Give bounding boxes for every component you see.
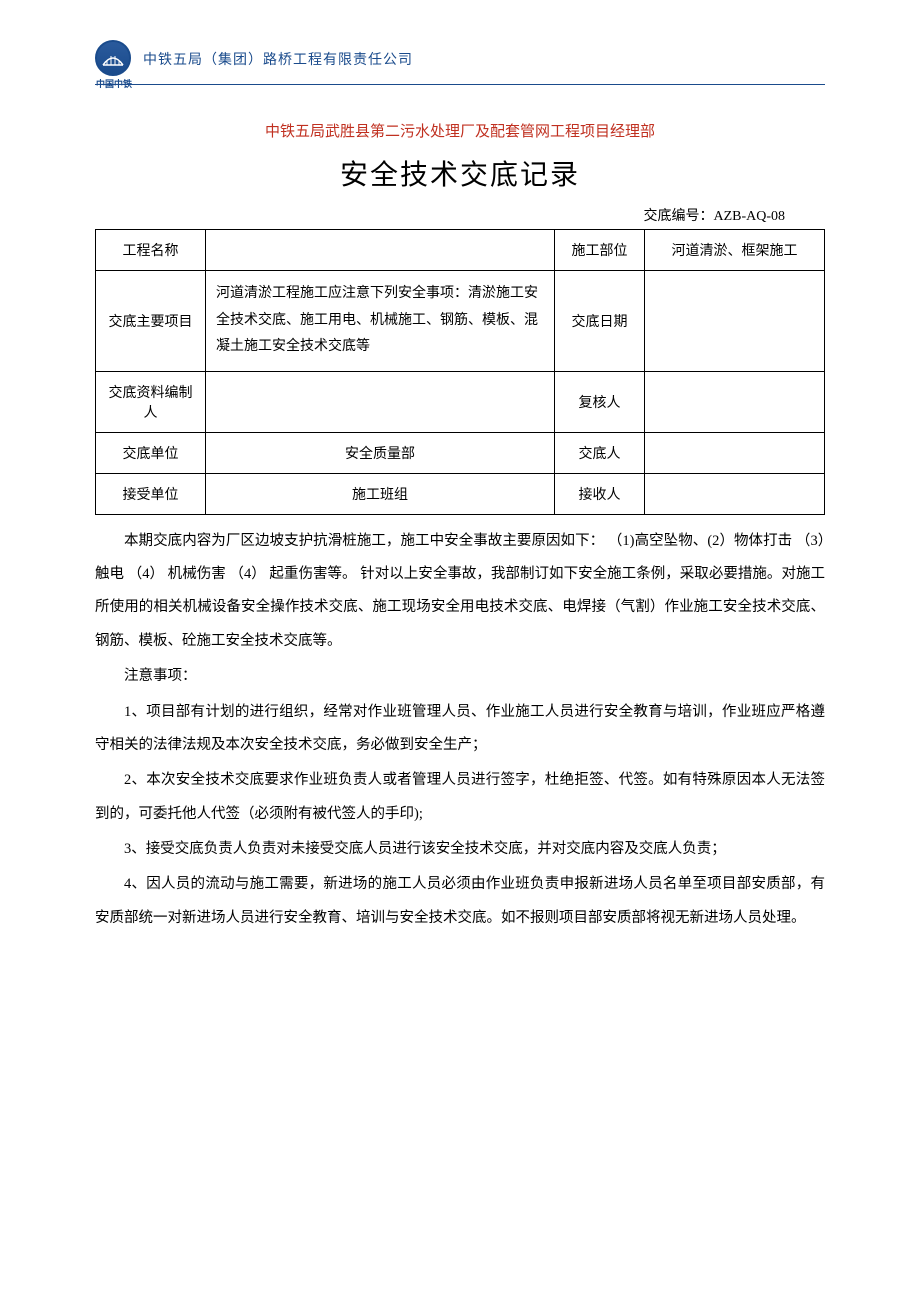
- cell-label: 交底日期: [555, 271, 645, 372]
- cell-value: [206, 230, 555, 271]
- table-row: 接受单位 施工班组 接收人: [96, 473, 825, 514]
- table-row: 交底单位 安全质量部 交底人: [96, 432, 825, 473]
- cell-value: 施工班组: [206, 473, 555, 514]
- doc-number-value: AZB-AQ-08: [713, 209, 785, 224]
- cell-label: 交底主要项目: [96, 271, 206, 372]
- document-number: 交底编号：AZB-AQ-08: [95, 205, 825, 225]
- cell-label: 工程名称: [96, 230, 206, 271]
- table-row: 工程名称 施工部位 河道清淤、框架施工: [96, 230, 825, 271]
- cell-value: [645, 271, 825, 372]
- paragraph: 2、本次安全技术交底要求作业班负责人或者管理人员进行签字，杜绝拒签、代签。如有特…: [95, 764, 825, 831]
- project-subtitle: 中铁五局武胜县第二污水处理厂及配套管网工程项目经理部: [95, 120, 825, 141]
- logo-circle-icon: [95, 40, 131, 76]
- cell-value: [645, 371, 825, 432]
- cell-label: 复核人: [555, 371, 645, 432]
- cell-label: 施工部位: [555, 230, 645, 271]
- paragraph: 3、接受交底负责人负责对未接受交底人员进行该安全技术交底，并对交底内容及交底人负…: [95, 833, 825, 866]
- doc-number-label: 交底编号：: [643, 209, 713, 224]
- cell-label: 接收人: [555, 473, 645, 514]
- cell-label: 交底单位: [96, 432, 206, 473]
- company-name: 中铁五局（集团）路桥工程有限责任公司: [143, 49, 413, 69]
- cell-value: 河道清淤、框架施工: [645, 230, 825, 271]
- paragraph: 1、项目部有计划的进行组织，经常对作业班管理人员、作业施工人员进行安全教育与培训…: [95, 696, 825, 763]
- info-table: 工程名称 施工部位 河道清淤、框架施工 交底主要项目 河道清淤工程施工应注意下列…: [95, 229, 825, 515]
- document-title: 安全技术交底记录: [95, 153, 825, 193]
- logo-label: 中国中铁: [95, 77, 133, 90]
- cell-value: [645, 432, 825, 473]
- cell-value: [206, 371, 555, 432]
- cell-label: 交底资料编制人: [96, 371, 206, 432]
- table-row: 交底资料编制人 复核人: [96, 371, 825, 432]
- paragraph: 注意事项：: [95, 660, 825, 693]
- body-content: 本期交底内容为厂区边坡支护抗滑桩施工，施工中安全事故主要原因如下： （1)高空坠…: [95, 525, 825, 935]
- page-header: 中国中铁 中铁五局（集团）路桥工程有限责任公司: [95, 40, 825, 85]
- logo-bridge-icon: [101, 49, 125, 67]
- cell-value: [645, 473, 825, 514]
- cell-value: 安全质量部: [206, 432, 555, 473]
- table-row: 交底主要项目 河道清淤工程施工应注意下列安全事项：清淤施工安全技术交底、施工用电…: [96, 271, 825, 372]
- cell-label: 接受单位: [96, 473, 206, 514]
- paragraph: 本期交底内容为厂区边坡支护抗滑桩施工，施工中安全事故主要原因如下： （1)高空坠…: [95, 525, 825, 658]
- company-logo: 中国中铁: [95, 40, 133, 78]
- paragraph: 4、因人员的流动与施工需要，新进场的施工人员必须由作业班负责申报新进场人员名单至…: [95, 868, 825, 935]
- cell-label: 交底人: [555, 432, 645, 473]
- cell-value: 河道清淤工程施工应注意下列安全事项：清淤施工安全技术交底、施工用电、机械施工、钢…: [206, 271, 555, 372]
